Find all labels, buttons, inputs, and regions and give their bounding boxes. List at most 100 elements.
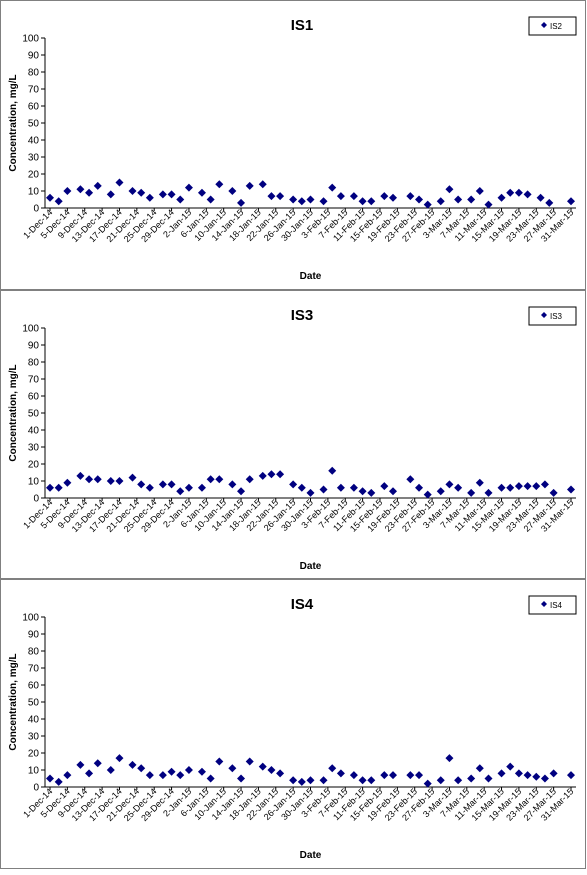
data-point: [158, 480, 167, 489]
data-point: [206, 475, 215, 484]
y-tick-label: 50: [28, 409, 40, 420]
data-point: [276, 470, 285, 479]
y-tick-label: 0: [33, 494, 39, 505]
y-tick-label: 100: [22, 324, 39, 335]
data-point: [93, 475, 102, 484]
data-point: [76, 185, 85, 194]
y-tick-label: 20: [28, 749, 40, 760]
y-axis-label: Concentration, mg/L: [8, 364, 19, 461]
data-point: [484, 200, 493, 209]
legend-label: IS4: [550, 601, 563, 610]
data-point: [237, 198, 246, 207]
data-point: [215, 475, 224, 484]
data-point: [380, 192, 389, 201]
data-point: [532, 482, 541, 491]
data-point: [514, 769, 523, 778]
chart-svg: IS1 Concentration, mg/L Date 0 10 20 30 40 50 60 7…: [8, 16, 577, 282]
data-point: [276, 192, 285, 201]
data-point: [523, 482, 532, 491]
data-point: [319, 197, 328, 206]
y-tick-label: 40: [28, 715, 40, 726]
data-point: [467, 488, 476, 497]
data-point: [423, 200, 432, 209]
legend-marker: [541, 312, 547, 318]
y-tick-label: 70: [28, 375, 40, 386]
legend-box: [528, 16, 577, 36]
data-point: [46, 193, 54, 202]
data-point: [567, 485, 575, 494]
data-point: [358, 487, 367, 496]
y-tick-label: 90: [28, 51, 40, 62]
data-point: [367, 197, 376, 206]
y-tick-label: 20: [28, 460, 40, 471]
data-point: [454, 483, 463, 492]
data-point: [506, 483, 515, 492]
data-point: [454, 195, 463, 204]
data-point: [46, 483, 54, 492]
data-point: [228, 187, 237, 195]
data-point: [475, 187, 484, 195]
data-point: [454, 776, 463, 785]
y-tick-label: 40: [28, 136, 40, 147]
y-tick-label: 60: [28, 102, 40, 113]
y-axis-label: Concentration, mg/L: [8, 74, 19, 171]
chart-panel: IS3 Concentration, mg/L Date 0 10 20 30 40 50 60 7…: [0, 290, 586, 579]
legend-marker: [541, 601, 547, 607]
data-point: [137, 764, 146, 773]
data-point: [406, 475, 415, 484]
data-point: [475, 478, 484, 487]
data-point: [523, 771, 532, 780]
y-tick-label: 30: [28, 732, 40, 743]
data-point: [436, 197, 445, 206]
data-point: [54, 197, 63, 206]
chart-title: IS1: [291, 17, 314, 34]
data-point: [336, 769, 345, 778]
data-point: [406, 771, 415, 780]
y-tick-label: 80: [28, 647, 40, 658]
legend-box: [528, 306, 577, 326]
data-point: [215, 757, 224, 766]
data-point: [167, 190, 176, 199]
data-point: [328, 466, 337, 475]
data-point: [319, 776, 328, 785]
data-point: [63, 187, 72, 195]
data-point: [115, 178, 124, 187]
data-point: [540, 774, 549, 783]
y-tick-label: 10: [28, 187, 40, 198]
data-point: [54, 777, 63, 786]
data-point: [567, 197, 575, 206]
data-point: [436, 487, 445, 496]
data-point: [197, 188, 206, 197]
data-point: [297, 777, 306, 786]
data-point: [176, 487, 185, 496]
data-point: [514, 482, 523, 491]
data-point: [297, 197, 306, 206]
data-point: [306, 776, 315, 785]
data-point: [388, 771, 397, 780]
legend-box: [528, 595, 577, 615]
data-point: [184, 183, 193, 192]
data-point: [467, 774, 476, 783]
data-point: [319, 485, 328, 494]
data-point: [176, 771, 185, 780]
data-point: [137, 480, 146, 489]
data-point: [63, 771, 72, 780]
data-point: [415, 771, 424, 780]
y-tick-label: 100: [22, 613, 39, 624]
data-point: [85, 769, 94, 778]
data-point: [415, 483, 424, 492]
data-point: [380, 771, 389, 780]
legend: IS3: [528, 306, 577, 326]
data-point: [484, 774, 493, 783]
x-axis-label: Date: [300, 271, 322, 282]
data-point: [76, 760, 85, 769]
data-point: [258, 762, 267, 771]
data-point: [349, 192, 358, 201]
data-point: [115, 477, 124, 485]
legend-marker: [541, 22, 547, 28]
data-point: [245, 757, 254, 766]
y-tick-label: 100: [22, 34, 39, 45]
data-point: [167, 480, 176, 489]
data-point: [145, 483, 154, 492]
data-point: [545, 198, 554, 207]
